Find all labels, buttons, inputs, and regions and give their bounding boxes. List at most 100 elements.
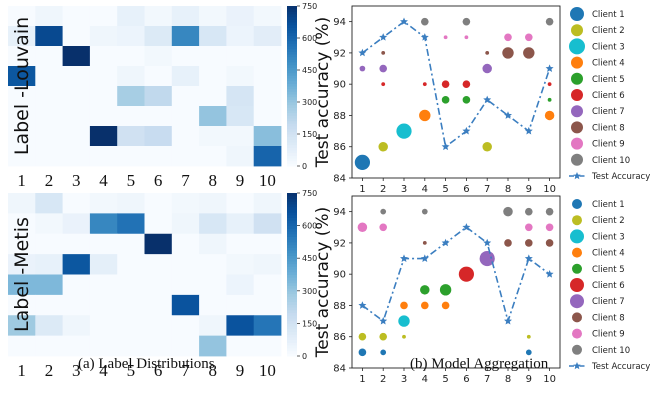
colorbar-segment [287,336,297,341]
heatmap-cell [226,146,255,167]
x-tick-label: 3 [401,374,407,385]
heatmap-cell [8,294,36,316]
data-point [396,123,412,139]
heatmap-cell [89,213,118,235]
legend-label: Test Accuracy [591,362,650,372]
data-point [464,35,469,40]
data-point [525,33,533,42]
heatmap-cell [35,6,63,27]
heatmap-cell [89,193,118,214]
colorbar-segment [287,326,297,330]
accuracy-marker [400,17,408,26]
colorbar-segment [287,320,297,324]
heatmap-cell [171,254,200,275]
heatmap-cell [89,6,118,27]
y-tick-label: 92 [333,238,346,249]
heatmap-cell [117,106,145,127]
heatmap-cell [117,146,145,167]
heatmap-x-tick-label: 6 [154,171,163,190]
heatmap-cell [8,106,36,127]
colorbar-segment [287,46,297,50]
heatmap-x-tick-label: 9 [236,171,245,190]
data-point [526,334,531,339]
heatmap-cell [253,106,282,127]
heatmap-x-tick-label: 5 [127,361,136,380]
colorbar-tick-label: 600 [302,34,317,43]
heatmap-cell [89,26,118,47]
heatmap-cell [117,126,145,147]
heatmap-cell [199,233,227,255]
heatmap-cell [226,335,255,357]
colorbar-tick-label: 300 [302,98,317,107]
data-point [421,17,429,26]
heatmap-cell [35,66,63,87]
heatmap-cell [253,126,282,147]
heatmap-cell [117,294,145,316]
heatmap-cell [144,26,173,47]
legend-marker [571,24,583,37]
heatmap-cell [89,86,118,107]
heatmap-cell [117,233,145,255]
heatmap-cell [171,213,200,235]
heatmap-cell [89,66,118,87]
heatmap-cell [253,233,282,255]
legend-marker [571,137,583,150]
colorbar-segment [287,342,297,346]
colorbar-tick-label: 150 [302,319,317,328]
heatmap-cell [253,86,282,107]
colorbar-segment [287,307,297,311]
colorbar-segment [287,102,297,106]
legend-label: Client 4 [592,59,625,69]
heatmap-x-tick-label: 7 [181,171,190,190]
data-point [358,348,367,357]
colorbar-segment [287,193,297,197]
y-tick-label: 92 [333,48,346,59]
heatmap-cell [35,335,63,357]
colorbar-segment [287,217,297,221]
heatmap-y-label: Label -Louvain [11,17,33,155]
data-point [547,97,552,102]
heatmap-cell [117,254,145,275]
legend-label: Client 6 [592,91,625,101]
heatmap-cell [8,6,36,27]
heatmap-cell [89,335,118,357]
colorbar-segment [287,126,297,130]
heatmap-cell [8,233,36,255]
colorbar-segment [287,331,297,335]
heatmap-cell [8,26,36,47]
colorbar-tick-label: 600 [302,222,317,231]
heatmap-x-tick-label: 1 [17,361,26,380]
x-tick-label: 3 [401,184,407,195]
heatmap-cell [8,335,36,357]
y-tick-label: 86 [333,332,346,343]
colorbar-segment [287,263,297,267]
data-point [523,47,535,59]
colorbar-segment [287,347,297,352]
heatmap-x-tick-label: 10 [259,171,276,190]
legend-marker [571,56,583,69]
accuracy-line [361,226,551,324]
heatmap-x-tick-label: 4 [99,361,108,380]
heatmap-cell [171,66,200,87]
heatmap-cell [144,193,173,214]
x-tick-label: 5 [442,184,448,195]
heatmap-cell [144,213,173,235]
colorbar-segment [287,59,297,63]
data-point [545,17,554,26]
colorbar-segment [287,312,297,316]
heatmap-cell [253,26,282,47]
heatmap-cell [62,254,91,275]
heatmap-cell [253,315,282,337]
legend-marker [572,328,582,339]
colorbar-segment [287,32,297,36]
x-tick-label: 6 [463,184,469,195]
colorbar-segment [287,350,297,354]
heatmap-cell [226,86,255,107]
heatmap-cell [89,254,118,275]
heatmap-cell [8,66,36,87]
heatmap-cell [89,106,118,127]
colorbar-segment [287,40,297,44]
colorbar-segment [287,160,297,164]
heatmap-cell [199,335,227,357]
heatmap-cell [89,274,118,296]
